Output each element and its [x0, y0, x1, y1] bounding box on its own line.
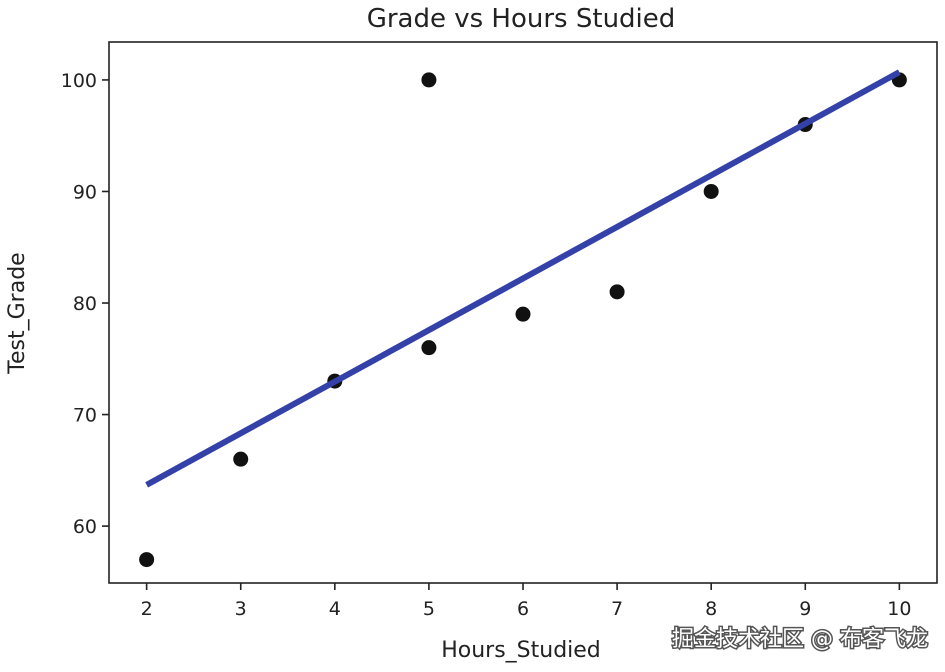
x-tick-label: 10 — [887, 598, 911, 620]
data-point — [421, 340, 437, 356]
x-tick-label: 2 — [141, 598, 153, 620]
data-point — [139, 552, 155, 568]
x-tick-label: 9 — [799, 598, 811, 620]
y-tick-label: 90 — [73, 181, 97, 203]
data-point — [515, 306, 531, 322]
x-tick-label: 3 — [235, 598, 247, 620]
x-tick-label: 5 — [423, 598, 435, 620]
y-tick-label: 100 — [61, 70, 97, 92]
y-tick-label: 70 — [73, 405, 97, 427]
x-tick-label: 6 — [517, 598, 529, 620]
x-tick-label: 8 — [705, 598, 717, 620]
x-axis: 2 3 4 5 6 7 8 9 10 — [141, 583, 911, 620]
scatter-points — [139, 72, 907, 568]
y-axis: 60 70 80 90 100 — [61, 70, 109, 538]
data-point — [609, 284, 625, 300]
x-tick-label: 4 — [329, 598, 341, 620]
data-point — [421, 72, 437, 88]
data-point — [233, 451, 249, 467]
x-tick-label: 7 — [611, 598, 623, 620]
regression-line — [145, 69, 901, 488]
watermark-text: 掘金技术社区 @ 布客飞龙 — [672, 627, 928, 652]
y-tick-label: 60 — [73, 516, 97, 538]
y-tick-label: 80 — [73, 293, 97, 315]
chart-title: Grade vs Hours Studied — [367, 4, 676, 34]
y-axis-label: Test_Grade — [5, 252, 30, 374]
x-axis-label: Hours_Studied — [441, 638, 601, 663]
data-point — [703, 183, 719, 199]
